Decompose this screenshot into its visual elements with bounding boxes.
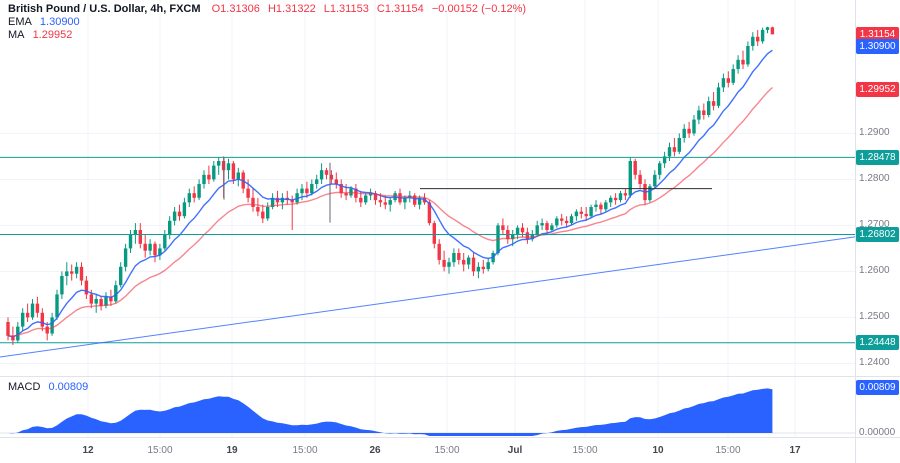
time-label[interactable]: 12	[82, 445, 94, 456]
ema-value: 1.30900	[39, 16, 80, 28]
ohlc-low: L1.31153	[323, 3, 369, 15]
ohlc-change: −0.00152 (−0.12%)	[431, 3, 527, 15]
price-tag: 1.24448	[856, 335, 899, 351]
macd-legend[interactable]: MACD 0.00809	[8, 381, 88, 394]
trendline[interactable]	[0, 236, 856, 358]
time-label[interactable]: 15:00	[572, 445, 598, 456]
price-axis[interactable]: 1.2900 1.2800 1.2700 1.2600 1.2500 1.2400 0.00…	[856, 0, 900, 463]
time-axis[interactable]: 12 15:00 19 15:00 26 15:00 Jul 15:00 10 15:00 17	[0, 437, 900, 463]
price-tag: 1.29952	[856, 82, 899, 98]
time-label[interactable]: 15:00	[434, 445, 460, 456]
time-label[interactable]: 17	[789, 445, 801, 456]
price-tag: 1.31154	[856, 26, 899, 42]
price-tick: 1.2500	[859, 311, 890, 323]
time-label[interactable]: Jul	[507, 445, 523, 456]
price-tick: 1.2900	[859, 127, 890, 139]
ma-line[interactable]	[7, 86, 773, 337]
ema-legend-row[interactable]: EMA 1.30900	[8, 16, 526, 29]
time-label[interactable]: 26	[369, 445, 381, 456]
price-tag: 1.28478	[856, 149, 899, 165]
time-label[interactable]: 19	[226, 445, 238, 456]
ohlc-high: H1.31322	[267, 3, 316, 15]
macd-tick: 0.00000	[859, 427, 896, 438]
ohlc-open: O1.31306	[211, 3, 260, 15]
price-tag: 1.30900	[856, 38, 899, 54]
macd-area	[8, 388, 773, 436]
time-label[interactable]: 15:00	[147, 445, 173, 456]
symbol-title[interactable]: British Pound / U.S. Dollar, 4h, FXCM	[8, 3, 201, 15]
price-tick: 1.2800	[859, 173, 890, 185]
macd-value: 0.00809	[48, 381, 89, 393]
price-tick: 1.2600	[859, 265, 890, 277]
time-label[interactable]: 15:00	[715, 445, 741, 456]
chart-legend: British Pound / U.S. Dollar, 4h, FXCM O1…	[8, 3, 526, 42]
ma-legend-row[interactable]: MA 1.29952	[8, 29, 526, 42]
time-label[interactable]: 10	[652, 445, 664, 456]
symbol-legend-row[interactable]: British Pound / U.S. Dollar, 4h, FXCM O1…	[8, 3, 526, 16]
ema-line[interactable]	[7, 49, 773, 338]
gridlines	[0, 0, 855, 437]
ohlc-close: C1.31154	[376, 3, 424, 15]
price-tick: 1.2700	[859, 219, 890, 231]
price-tick: 1.2400	[859, 357, 890, 369]
macd-value-tag: 0.00809	[856, 380, 899, 396]
ma-label: MA	[8, 29, 25, 41]
ma-value: 1.29952	[32, 29, 73, 41]
price-tag: 1.26802	[856, 227, 899, 242]
ema-label: EMA	[8, 16, 32, 28]
time-label[interactable]: 15:00	[292, 445, 318, 456]
candles-layer[interactable]	[6, 26, 775, 345]
macd-label: MACD	[8, 381, 41, 393]
